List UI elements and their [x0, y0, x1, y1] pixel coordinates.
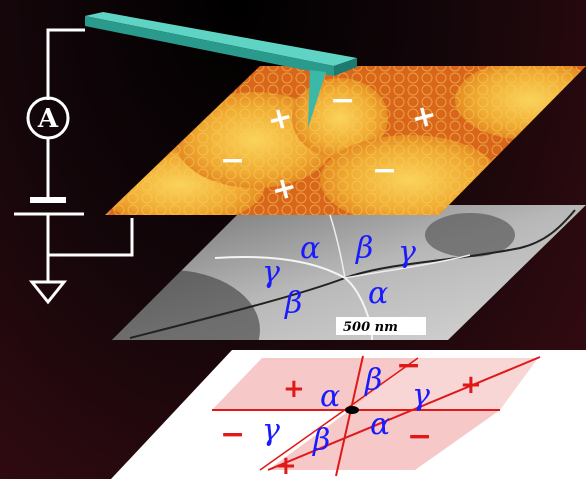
schematic-layer: β α γ γ β α − + + − − + — [111, 348, 586, 479]
tem-label-beta: β — [284, 286, 302, 321]
schematic-sign-minus: − — [407, 419, 432, 454]
measurement-circuit — [14, 28, 134, 305]
schematic-greek-gamma: γ — [412, 378, 430, 413]
tem-label-gamma: γ — [262, 255, 280, 290]
tem-boundary-line — [214, 256, 373, 340]
afm-layer: + − + − − + — [105, 66, 586, 215]
schematic-sign-minus: − — [396, 348, 421, 383]
shaded-region — [212, 358, 418, 410]
afm-sign-minus: − — [372, 153, 397, 188]
tem-label-alpha: α — [368, 276, 388, 311]
axis-line — [335, 355, 364, 477]
schematic-greek-alpha: α — [320, 379, 340, 414]
tem-label-alpha: α — [300, 231, 320, 266]
afm-sign-minus: − — [330, 83, 355, 118]
tem-boundary-line — [329, 214, 471, 279]
schematic-sign-plus: + — [460, 370, 482, 400]
schematic-greek-beta: β — [312, 423, 330, 458]
schematic-greek-alpha: α — [370, 407, 390, 442]
afm-tip — [308, 70, 326, 128]
diagonal-line — [267, 356, 541, 471]
schematic-greek-gamma: γ — [262, 413, 280, 448]
ammeter-label: A — [37, 104, 59, 134]
afm-cantilever — [85, 12, 357, 128]
wire — [46, 214, 134, 257]
wire — [46, 28, 85, 100]
scale-bar: 500 nm — [336, 317, 426, 335]
schematic-sign-plus: + — [283, 374, 305, 404]
tem-label-gamma: γ — [398, 235, 416, 270]
cantilever-beam — [85, 12, 357, 66]
tem-boundary-line — [129, 209, 576, 339]
afm-sign-minus: − — [220, 143, 245, 178]
tem-label-beta: β — [355, 231, 373, 266]
schematic-sign-minus: − — [220, 417, 245, 452]
scale-bar-label: 500 nm — [343, 320, 398, 335]
schematic-sign-plus: + — [275, 451, 297, 479]
center-point — [345, 406, 359, 414]
ground-symbol — [28, 280, 68, 305]
diagonal-line — [259, 357, 419, 471]
schematic-greek-beta: β — [364, 363, 382, 398]
shaded-region — [268, 410, 500, 470]
shaded-region — [350, 358, 538, 410]
